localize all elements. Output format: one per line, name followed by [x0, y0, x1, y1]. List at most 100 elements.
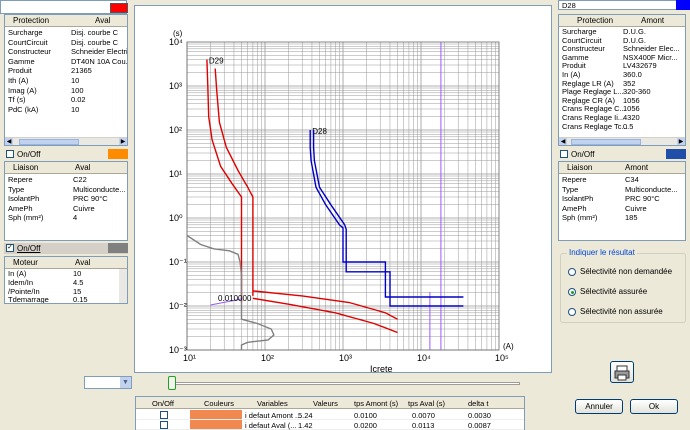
chevron-down-icon[interactable]: ▼: [120, 377, 131, 388]
property-row[interactable]: Sph (mm²) 185: [559, 213, 685, 223]
scroll-thumb[interactable]: [19, 139, 79, 145]
property-row[interactable]: Crans Reglage Tc... 0.5: [559, 121, 685, 132]
property-row[interactable]: Sph (mm²) 4: [5, 213, 127, 223]
row-color-swatch[interactable]: [190, 410, 242, 419]
row-variable: i defaut Amont ...: [245, 411, 302, 420]
moteur-vscroll[interactable]: [119, 269, 127, 303]
onoff-checkbox-2[interactable]: ✓: [6, 244, 14, 252]
cancel-button[interactable]: Annuler: [575, 399, 623, 414]
x-axis-unit: (A): [503, 342, 514, 351]
ok-button[interactable]: Ok: [630, 399, 678, 414]
property-row[interactable]: Produit 21365: [5, 66, 127, 76]
property-value: C34: [625, 175, 639, 184]
protection-aval-hscroll[interactable]: ◀ ▶: [5, 137, 127, 145]
property-row[interactable]: CourtCircuit Disj. courbe C: [5, 38, 127, 48]
property-row[interactable]: Gamme NSX400F Micr...: [559, 53, 685, 63]
row-checkbox[interactable]: [160, 421, 168, 429]
property-row[interactable]: Ith (A) 10: [5, 76, 127, 86]
property-row[interactable]: Reglage LR (A) 352: [559, 79, 685, 89]
top-right-field[interactable]: D28: [558, 0, 690, 10]
property-row[interactable]: Crans Reglage Ii... 4320: [559, 113, 685, 123]
property-row[interactable]: Repere C22: [5, 175, 127, 185]
property-row[interactable]: Tdemarrage 0.15: [5, 296, 127, 304]
property-row[interactable]: In (A) 360.0: [559, 70, 685, 80]
col-header-aval: Aval: [75, 163, 91, 172]
radio-non-demandee[interactable]: [568, 268, 576, 276]
print-button[interactable]: [610, 361, 634, 383]
property-value: 0.15: [73, 296, 88, 304]
property-row[interactable]: Constructeur Schneider Elec...: [559, 45, 685, 54]
property-value: Cuivre: [73, 203, 95, 213]
scroll-left-arrow-icon[interactable]: ◀: [559, 138, 567, 145]
protection-amont-hscroll[interactable]: ◀ ▶: [559, 137, 685, 145]
onoff-row-3: On/Off: [558, 149, 686, 160]
radio-label-assuree: Sélectivité assurée: [580, 287, 648, 296]
property-row[interactable]: In (A) 10: [5, 269, 127, 279]
property-key: Sph (mm²): [8, 213, 44, 223]
property-row[interactable]: Type Multiconducte...: [5, 185, 127, 195]
row-tps-amont: 0.0200: [354, 421, 377, 430]
chart-area: 10¹ 10² 10³ 10⁴ 10⁵ 10⁻³ 10⁻² 10⁻¹ 10⁰ 10¹ 10² 10³ 1…: [134, 5, 552, 374]
property-value: NSX400F Micr...: [623, 53, 678, 62]
bottom-dropdown[interactable]: ▼: [84, 376, 132, 389]
property-key: IsolantPh: [562, 194, 594, 204]
property-key: AmePh: [8, 203, 33, 213]
slider-track[interactable]: [168, 382, 520, 385]
property-row[interactable]: Crans Reglage C... 1056: [559, 105, 685, 114]
property-row[interactable]: /Pointe/In 15: [5, 287, 127, 297]
property-row[interactable]: Produit LV432679: [559, 62, 685, 71]
property-key: CourtCircuit: [562, 35, 602, 45]
property-row[interactable]: Repere C34: [559, 175, 685, 185]
top-left-field[interactable]: [0, 0, 127, 14]
property-row[interactable]: Surcharge Disj. courbe C: [5, 28, 127, 38]
row-checkbox[interactable]: [160, 411, 168, 419]
th-delta-t: delta t: [468, 399, 489, 408]
x-tick-label: 10⁵: [495, 353, 509, 363]
property-key: Crans Reglage Tc...: [562, 121, 628, 131]
property-row[interactable]: Reglage CR (A) 1056: [559, 96, 685, 106]
x-tick-label: 10⁴: [417, 353, 431, 363]
table-row[interactable]: i defaut Aval (... 1.42 0.0200 0.0113 0.0087: [136, 420, 524, 430]
property-row[interactable]: PdC (kA) 10: [5, 105, 127, 115]
property-row[interactable]: IsolantPh PRC 90°C: [5, 194, 127, 204]
slider-thumb[interactable]: [168, 376, 176, 390]
onoff-checkbox-1[interactable]: [6, 150, 14, 158]
selectivity-chart: 10¹ 10² 10³ 10⁴ 10⁵ 10⁻³ 10⁻² 10⁻¹ 10⁰ 10¹ 10² 10³ 1…: [169, 29, 514, 374]
property-value: Schneider Elec...: [623, 45, 680, 54]
row-delta-t: 0.0030: [468, 411, 491, 420]
property-row[interactable]: Type Multiconducte...: [559, 185, 685, 195]
property-row[interactable]: Plage Reglage L... 320-360: [559, 88, 685, 97]
onoff-checkbox-3[interactable]: [560, 150, 568, 158]
scroll-right-arrow-icon[interactable]: ▶: [119, 138, 127, 145]
property-row[interactable]: Gamme DT40N 10A Cou...: [5, 57, 127, 67]
protection-amont-panel: Protection Amont Surcharge D.U.G. CourtCir…: [558, 14, 686, 146]
row-tps-aval: 0.0113: [412, 421, 435, 430]
radio-non-assuree[interactable]: [568, 308, 576, 316]
scroll-right-arrow-icon[interactable]: ▶: [677, 138, 685, 145]
table-row[interactable]: i defaut Amont ... 5.24 0.0100 0.0070 0.0030: [136, 410, 524, 420]
property-row[interactable]: Constructeur Schneider Electric: [5, 47, 127, 57]
property-value: 21365: [71, 66, 92, 76]
property-value: PRC 90°C: [73, 194, 108, 204]
radio-label-non-demandee: Sélectivité non demandée: [580, 267, 673, 276]
property-value: D.U.G.: [623, 28, 646, 36]
property-row[interactable]: AmePh Cuivre: [5, 204, 127, 214]
scroll-thumb[interactable]: [571, 139, 641, 145]
property-key: Surcharge: [8, 28, 43, 37]
scroll-left-arrow-icon[interactable]: ◀: [5, 138, 13, 145]
property-row[interactable]: IsolantPh PRC 90°C: [559, 194, 685, 204]
property-row[interactable]: Surcharge D.U.G.: [559, 27, 685, 37]
radio-assuree[interactable]: [568, 288, 576, 296]
x-tick-label: 10¹: [183, 353, 196, 363]
row-color-swatch[interactable]: [190, 420, 242, 429]
property-row[interactable]: Idem/In 4.5: [5, 278, 127, 288]
property-value: 10: [73, 270, 82, 278]
property-row[interactable]: Imag (A) 100: [5, 86, 127, 96]
property-key: Type: [562, 184, 579, 194]
property-row[interactable]: CourtCircuit D.U.G.: [559, 35, 685, 46]
property-row[interactable]: AmePh Cuivre: [559, 204, 685, 214]
property-row[interactable]: Tf (s) 0.02: [5, 95, 127, 105]
onoff-row-2: ✓ On/Off: [4, 243, 128, 254]
row-delta-t: 0.0087: [468, 421, 491, 430]
